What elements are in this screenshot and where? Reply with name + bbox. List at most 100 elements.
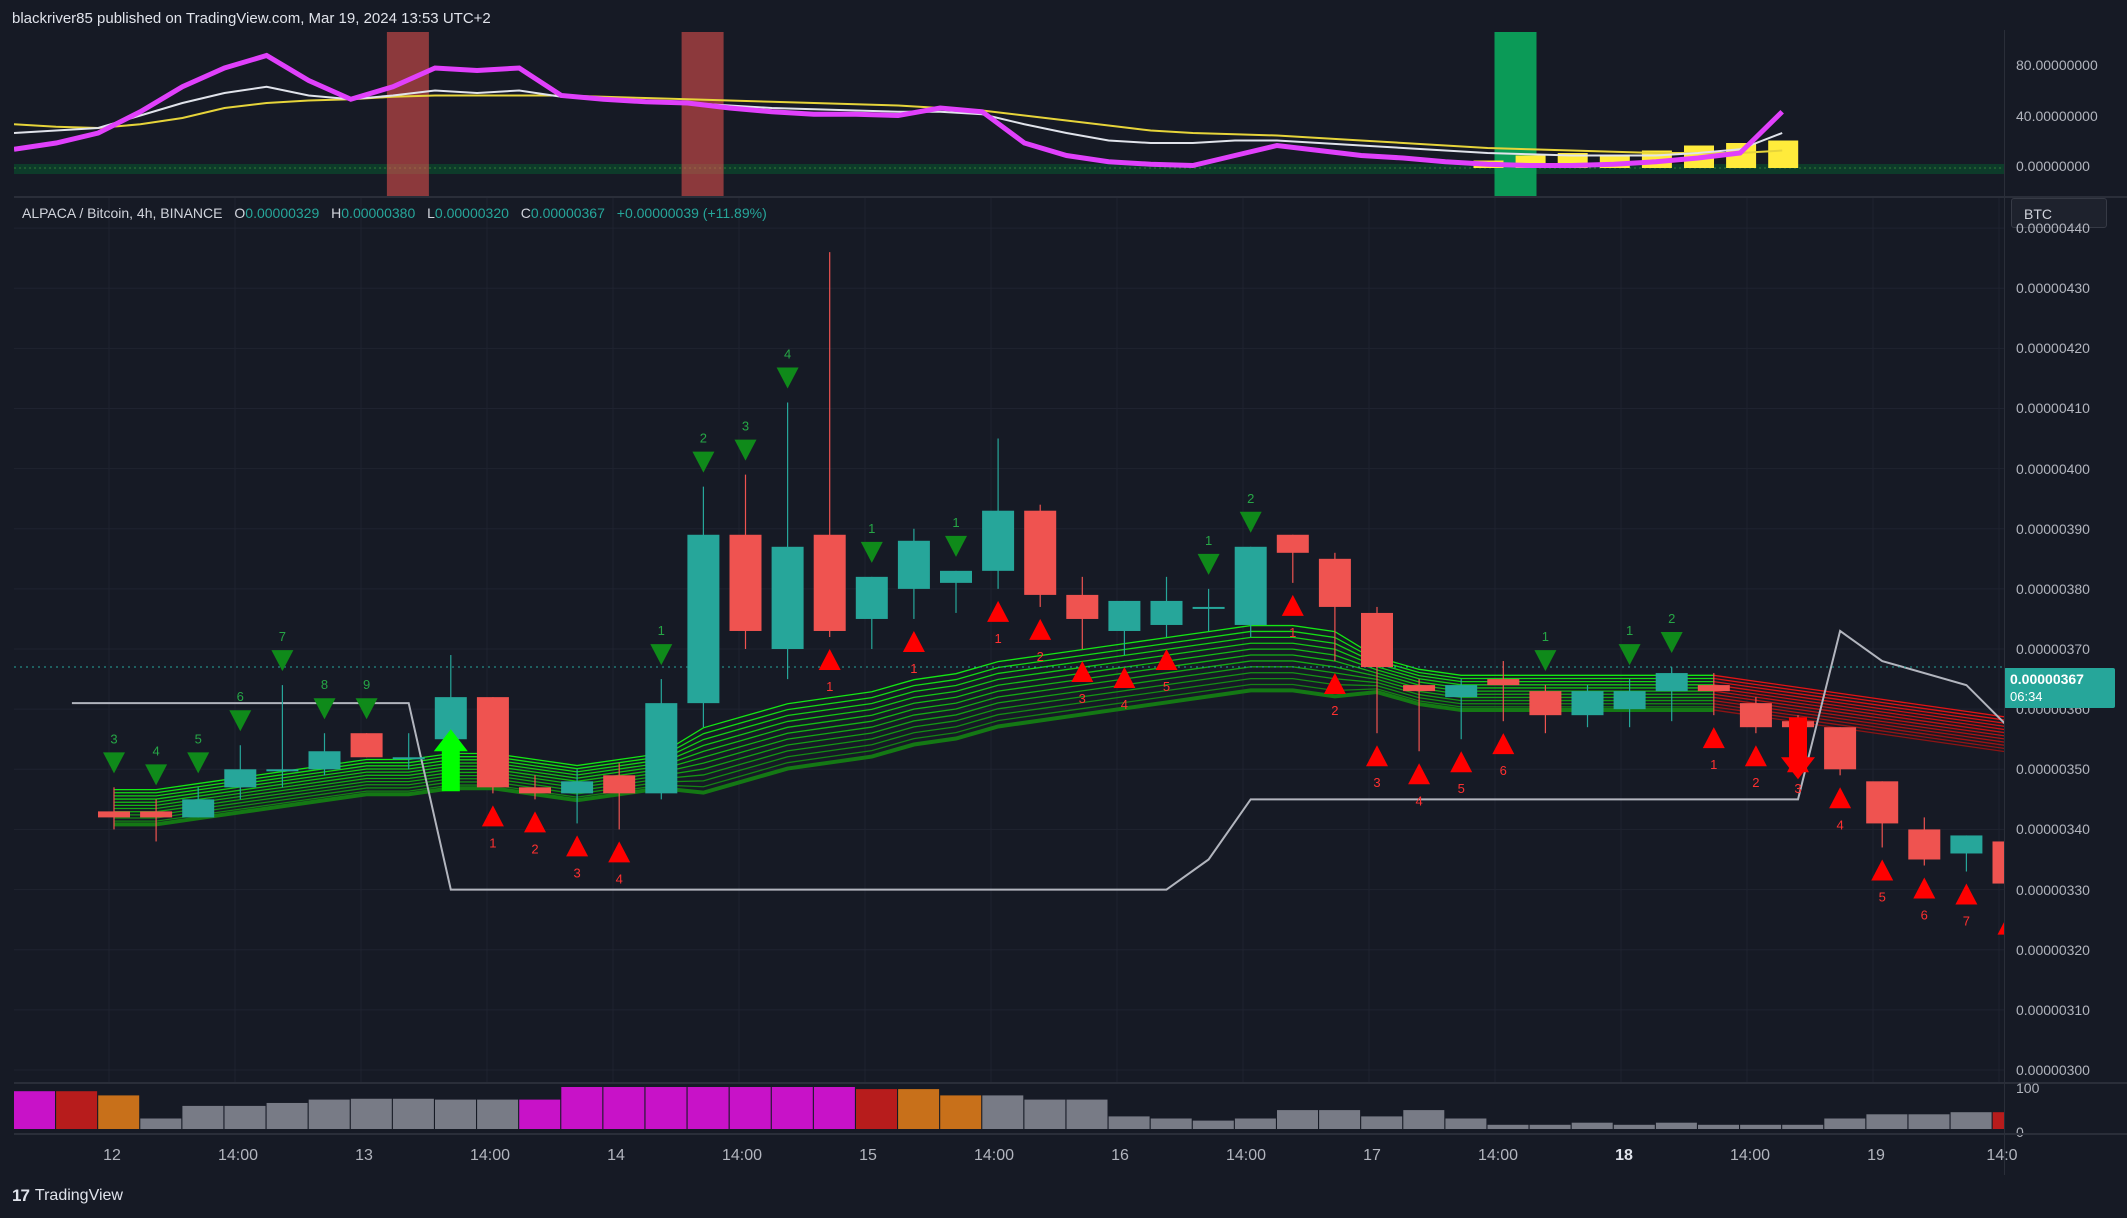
ribbon-line [1713, 703, 2004, 746]
buy-signal-triangle [1155, 648, 1178, 670]
sell-signal-triangle [1618, 644, 1641, 666]
volume-bar [1487, 1124, 1529, 1129]
volume-pane[interactable] [14, 1084, 2004, 1133]
volume-bar [645, 1087, 687, 1129]
osc-axis-label: 40.00000000 [2016, 108, 2098, 124]
price-axis[interactable]: 0.00000440 0.00000430 0.00000420 0.00000410… [2004, 198, 2127, 1082]
candle-body [1066, 594, 1099, 619]
ribbon-line [1713, 699, 2004, 743]
volume-bar [561, 1087, 603, 1129]
volume-bar [1950, 1112, 1992, 1129]
volume-bar [1866, 1114, 1908, 1129]
volume-bar [308, 1099, 350, 1129]
candle-body [1024, 510, 1057, 595]
buy-signal-count: 3 [573, 865, 580, 880]
volume-bar [224, 1105, 266, 1129]
price-axis-label: 0.00000350 [2016, 761, 2090, 778]
currency-button[interactable]: BTC [2011, 198, 2107, 228]
buy-signal-triangle [1281, 594, 1304, 616]
candle-body [771, 546, 804, 650]
symbol-name: ALPACA / Bitcoin, 4h, BINANCE [22, 205, 223, 221]
price-axis-label: 0.00000310 [2016, 1001, 2090, 1018]
time-axis[interactable]: 12 14:00 13 14:00 14 14:00 15 14:00 16 14:00 17 14:… [14, 1133, 2017, 1173]
price-axis-label: 0.00000340 [2016, 821, 2090, 838]
oscillator-axis[interactable]: 80.00000000 40.00000000 0.00000000 [2004, 32, 2127, 196]
volume-axis[interactable]: 100 0 [2004, 1080, 2127, 1140]
time-axis-label: 14:00 [973, 1147, 1015, 1164]
volume-bar [1108, 1116, 1150, 1129]
time-axis-label: 17 [1363, 1147, 1381, 1164]
volume-bar [940, 1095, 982, 1129]
tradingview-footer[interactable]: 17 TradingView [12, 1186, 123, 1206]
buy-signal-count: 5 [1163, 679, 1170, 694]
close-value: 0.00000367 [530, 205, 605, 221]
oscillator-pane[interactable] [14, 32, 2004, 196]
price-axis-label: 0.00000320 [2016, 941, 2090, 958]
ribbon-line [1713, 693, 2004, 737]
time-axis-label: 14:00 [217, 1147, 259, 1164]
sell-signal-count: 4 [784, 346, 791, 361]
candle-body [1487, 679, 1520, 686]
ribbon-line [1713, 684, 2004, 727]
sell-signal-triangle [313, 698, 336, 720]
price-axis-label: 0.00000370 [2016, 641, 2090, 658]
oscillator-white-line [14, 85, 1783, 157]
candle-body [645, 703, 678, 794]
big-down-arrow-icon [1781, 717, 1815, 780]
sell-signal-count: 2 [700, 431, 707, 446]
sell-signal-count: 4 [152, 743, 159, 758]
volume-bar [266, 1102, 308, 1129]
candle-body [1403, 685, 1436, 692]
close-label: C [520, 205, 531, 221]
volume-bar [1361, 1116, 1403, 1129]
big-up-arrow-icon [433, 729, 468, 792]
buy-signal-count: 1 [1710, 757, 1717, 772]
sell-signal-triangle [145, 764, 168, 786]
price-pane[interactable]: 3456789123411121121123411123451234561234… [14, 198, 2004, 1082]
volume-bar [1445, 1118, 1487, 1129]
buy-signal-triangle [481, 805, 504, 827]
time-axis-label: 14:00 [1729, 1147, 1771, 1164]
candle-body [350, 733, 383, 758]
buy-signal-count: 2 [531, 841, 538, 856]
candle-body [603, 775, 636, 794]
time-axis-label: 14:00 [1225, 1147, 1267, 1164]
price-axis-label: 0.00000380 [2016, 580, 2090, 597]
sell-signal-triangle [650, 644, 673, 666]
time-axis-label: 18 [1615, 1147, 1633, 1164]
buy-signal-count: 1 [994, 631, 1001, 646]
ribbon-line [114, 688, 1714, 827]
sell-signal-count: 1 [868, 521, 875, 536]
buy-signal-count: 1 [489, 835, 496, 850]
volume-bar [1277, 1110, 1318, 1129]
volume-bar [182, 1105, 224, 1129]
price-axis-label: 0.00000440 [2016, 220, 2090, 237]
ribbon-line [1713, 674, 2004, 718]
candle-body [1908, 829, 1941, 860]
candle-body [940, 570, 972, 583]
buy-signal-count: 1 [1289, 625, 1296, 640]
buy-signal-triangle [1492, 733, 1515, 755]
time-axis-label: 14:00 [469, 1147, 511, 1164]
candle-body [1697, 685, 1730, 692]
time-axis-label: 14 [607, 1147, 625, 1164]
sell-signal-count: 1 [1205, 533, 1212, 548]
volume-bar [1782, 1124, 1824, 1129]
oscillator-red-zone [681, 32, 724, 196]
volume-bar [729, 1087, 771, 1129]
buy-signal-count: 1 [826, 679, 833, 694]
last-price-value: 0.00000367 [2010, 671, 2084, 687]
sell-signal-count: 5 [195, 731, 202, 746]
buy-signal-count: 3 [1079, 691, 1086, 706]
volume-bar [56, 1091, 98, 1129]
high-value: 0.00000380 [341, 205, 416, 221]
candle-body [897, 540, 930, 589]
volume-bar [603, 1087, 645, 1129]
symbol-legend[interactable]: ALPACA / Bitcoin, 4h, BINANCE O0.0000032… [22, 205, 767, 221]
buy-signal-count: 4 [1415, 793, 1422, 808]
footer-brand: TradingView [34, 1187, 123, 1204]
buy-signal-count: 5 [1458, 781, 1465, 796]
volume-bar [1529, 1124, 1571, 1129]
candle-body [1108, 600, 1141, 631]
time-axis-label: 15 [859, 1147, 877, 1164]
